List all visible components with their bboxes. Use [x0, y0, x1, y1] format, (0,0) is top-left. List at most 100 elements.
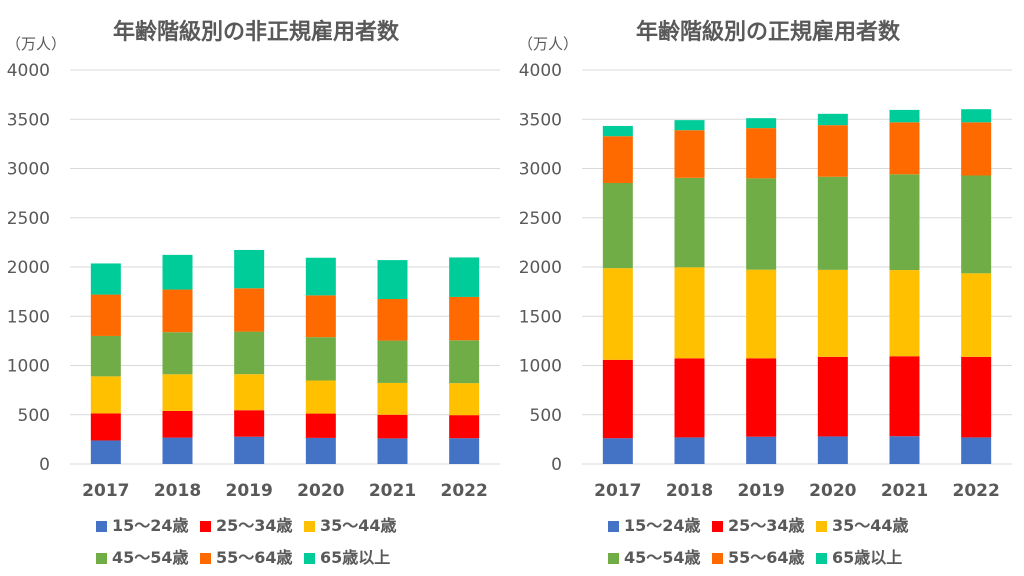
- x-tick-label: 2017: [82, 481, 129, 501]
- y-tick-label: 4000: [519, 61, 562, 81]
- bar-segment: [162, 289, 193, 333]
- bar-segment: [817, 436, 848, 464]
- legend-label: 25～34歳: [728, 516, 805, 535]
- y-tick-label: 500: [530, 406, 562, 426]
- bar-segment: [449, 438, 480, 464]
- bar-segment: [377, 382, 408, 415]
- bar-segment: [674, 177, 705, 268]
- legend-item: 15～24歳: [608, 512, 712, 536]
- bar-segment: [961, 273, 992, 357]
- legend-label: 55～64歳: [728, 548, 805, 567]
- bar-segment: [449, 383, 480, 416]
- bar-segment: [377, 340, 408, 383]
- y-tick-label: 0: [39, 455, 50, 475]
- legend-swatch: [608, 521, 619, 532]
- bar-segment: [234, 374, 265, 411]
- legend-label: 25～34歳: [216, 516, 293, 535]
- bar-segment: [90, 335, 121, 377]
- legend-swatch: [96, 521, 107, 532]
- legend-item: 35～44歳: [816, 512, 920, 536]
- bar-segment: [961, 122, 992, 176]
- bar-segment: [305, 380, 336, 414]
- y-tick-label: 1000: [7, 357, 50, 377]
- bar-segment: [602, 268, 633, 360]
- bar-segment: [602, 125, 633, 137]
- y-axis-unit-label: （万人）: [518, 35, 579, 53]
- bar-segment: [162, 254, 193, 290]
- legend-label: 35～44歳: [832, 516, 909, 535]
- bar-segment: [305, 337, 336, 381]
- bar-segment: [746, 128, 777, 179]
- legend-swatch: [816, 521, 827, 532]
- legend-swatch: [712, 521, 723, 532]
- legend-swatch: [200, 521, 211, 532]
- x-tick-label: 2021: [369, 481, 416, 501]
- legend-item: 45～54歳: [96, 544, 200, 568]
- bar-segment: [377, 299, 408, 341]
- y-tick-label: 3000: [7, 160, 50, 180]
- bar-segment: [746, 118, 777, 129]
- x-tick-label: 2018: [666, 481, 713, 501]
- legend-swatch: [96, 553, 107, 564]
- legend-label: 45～54歳: [624, 548, 701, 567]
- legend-label: 35～44歳: [320, 516, 397, 535]
- bar-segment: [961, 175, 992, 274]
- x-tick-label: 2017: [594, 481, 641, 501]
- bar-segment: [234, 410, 265, 437]
- x-tick-label: 2020: [809, 481, 856, 501]
- bar-segment: [961, 437, 992, 464]
- legend-label: 45～54歳: [112, 548, 189, 567]
- x-tick-label: 2019: [226, 481, 273, 501]
- y-tick-label: 1000: [519, 357, 562, 377]
- bar-segment: [602, 182, 633, 269]
- bar-segment: [90, 376, 121, 414]
- legend-swatch: [304, 521, 315, 532]
- legend-swatch: [304, 553, 315, 564]
- y-tick-label: 2500: [7, 209, 50, 229]
- bar-segment: [889, 174, 920, 271]
- legend-swatch: [608, 553, 619, 564]
- bar-segment: [305, 413, 336, 438]
- y-tick-label: 1500: [7, 307, 50, 327]
- bar-segment: [234, 436, 265, 464]
- bar-segment: [746, 436, 777, 464]
- x-tick-label: 2021: [881, 481, 928, 501]
- bar-segment: [90, 294, 121, 336]
- bar-segment: [162, 410, 193, 438]
- bar-segment: [817, 113, 848, 126]
- bar-segment: [746, 178, 777, 270]
- legend-label: 65歳以上: [320, 548, 391, 567]
- legend-item: 55～64歳: [712, 544, 816, 568]
- bar-segment: [817, 269, 848, 357]
- legend-item: 55～64歳: [200, 544, 304, 568]
- bar-segment: [674, 120, 705, 131]
- chart-legend: 15～24歳 25～34歳 35～44歳 45～54歳 55～64歳 65歳以上: [608, 512, 1008, 576]
- stacked-bar-chart: 0 500 1000 1500 2000 2500 3000 3500 4000 2017 2018…: [7, 61, 500, 501]
- legend-label: 15～24歳: [112, 516, 189, 535]
- bar-segment: [674, 267, 705, 359]
- bar-segment: [889, 356, 920, 437]
- bar-segment: [746, 269, 777, 359]
- bar-segment: [602, 359, 633, 439]
- bar-segment: [162, 332, 193, 375]
- bar-segment: [90, 263, 121, 295]
- x-tick-label: 2022: [441, 481, 488, 501]
- bar-segment: [305, 257, 336, 296]
- x-tick-label: 2019: [738, 481, 785, 501]
- chart-panel-non-regular: 年齢階級別の非正規雇用者数 （万人） 0 500 1000 1500 2000 2500 3…: [6, 20, 500, 576]
- legend-item: 65歳以上: [304, 544, 408, 568]
- chart-legend: 15～24歳 25～34歳 35～44歳 45～54歳 55～64歳 65歳以上: [96, 512, 496, 576]
- legend-label: 65歳以上: [832, 548, 903, 567]
- x-tick-label: 2022: [953, 481, 1000, 501]
- bar-segment: [234, 288, 265, 332]
- y-axis-unit-label: （万人）: [6, 35, 67, 53]
- legend-item: 35～44歳: [304, 512, 408, 536]
- bar-segment: [674, 130, 705, 178]
- bar-segment: [817, 356, 848, 437]
- bar-segment: [162, 374, 193, 411]
- y-tick-label: 1500: [519, 307, 562, 327]
- y-tick-label: 2000: [519, 258, 562, 278]
- bar-segment: [90, 440, 121, 464]
- bar-segment: [234, 331, 265, 375]
- x-tick-label: 2018: [154, 481, 201, 501]
